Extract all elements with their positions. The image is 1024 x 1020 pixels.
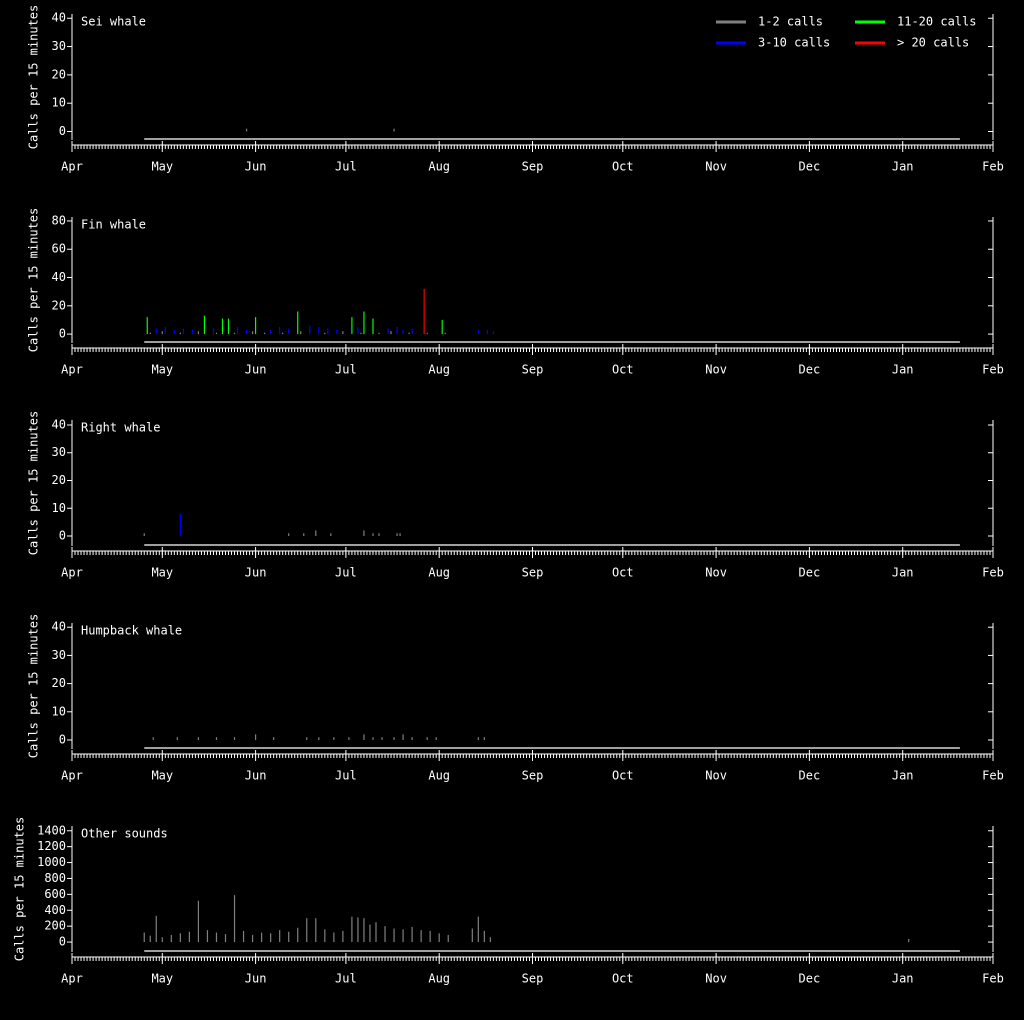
x-tick-label: Sep	[522, 363, 544, 377]
x-tick-label: Jan	[892, 363, 914, 377]
y-tick-label: 20	[52, 676, 66, 690]
x-tick-label: Nov	[705, 566, 727, 580]
panel-title: Sei whale	[81, 15, 146, 29]
y-tick-label: 10	[52, 96, 66, 110]
x-tick-label: Dec	[799, 160, 821, 174]
x-tick-label: Jul	[335, 566, 357, 580]
x-tick-label: Jun	[245, 769, 267, 783]
x-tick-label: Nov	[705, 160, 727, 174]
x-tick-label: Jun	[245, 160, 267, 174]
x-tick-label: Apr	[61, 972, 83, 986]
x-tick-label: Apr	[61, 769, 83, 783]
x-tick-label: Nov	[705, 769, 727, 783]
y-axis-label: Calls per 15 minutes	[27, 614, 41, 759]
x-tick-label: Jan	[892, 566, 914, 580]
x-tick-label: Apr	[61, 363, 83, 377]
x-tick-label: Dec	[799, 363, 821, 377]
x-tick-label: Aug	[428, 566, 450, 580]
x-tick-label: Aug	[428, 972, 450, 986]
x-tick-label: Nov	[705, 972, 727, 986]
x-tick-label: Oct	[612, 363, 634, 377]
panel-title: Right whale	[81, 421, 160, 435]
y-axis-label: Calls per 15 minutes	[27, 411, 41, 556]
x-tick-label: Sep	[522, 769, 544, 783]
x-tick-label: Dec	[799, 566, 821, 580]
x-tick-label: May	[151, 769, 173, 783]
y-tick-label: 30	[52, 39, 66, 53]
y-tick-label: 10	[52, 501, 66, 515]
x-tick-label: Feb	[982, 363, 1004, 377]
panel-title: Fin whale	[81, 218, 146, 232]
x-tick-label: Feb	[982, 160, 1004, 174]
y-tick-label: 40	[52, 11, 66, 25]
y-tick-label: 20	[52, 67, 66, 81]
x-tick-label: Dec	[799, 972, 821, 986]
x-tick-label: Jan	[892, 160, 914, 174]
x-tick-label: Jun	[245, 363, 267, 377]
x-tick-label: May	[151, 363, 173, 377]
x-tick-label: Jul	[335, 972, 357, 986]
legend-label: 1-2 calls	[758, 15, 823, 29]
y-tick-label: 30	[52, 445, 66, 459]
y-tick-label: 30	[52, 648, 66, 662]
x-tick-label: Feb	[982, 769, 1004, 783]
y-tick-label: 1400	[37, 823, 66, 837]
x-tick-label: Jun	[245, 566, 267, 580]
y-tick-label: 0	[59, 732, 66, 746]
y-tick-label: 800	[44, 871, 66, 885]
y-tick-label: 40	[52, 270, 66, 284]
panel-title: Humpback whale	[81, 624, 182, 638]
x-tick-label: Apr	[61, 160, 83, 174]
x-tick-label: Aug	[428, 769, 450, 783]
y-tick-label: 80	[52, 213, 66, 227]
y-tick-label: 0	[59, 124, 66, 138]
x-tick-label: Oct	[612, 566, 634, 580]
y-tick-label: 1200	[37, 839, 66, 853]
x-tick-label: Jun	[245, 972, 267, 986]
y-axis-label: Calls per 15 minutes	[27, 208, 41, 353]
y-tick-label: 1000	[37, 855, 66, 869]
x-tick-label: Sep	[522, 566, 544, 580]
y-tick-label: 0	[59, 327, 66, 341]
legend-label: > 20 calls	[897, 36, 969, 50]
x-tick-label: Aug	[428, 363, 450, 377]
panel-title: Other sounds	[81, 827, 168, 841]
y-tick-label: 60	[52, 242, 66, 256]
y-tick-label: 10	[52, 704, 66, 718]
x-tick-label: Jul	[335, 160, 357, 174]
x-tick-label: Oct	[612, 972, 634, 986]
x-tick-label: Feb	[982, 566, 1004, 580]
x-tick-label: Apr	[61, 566, 83, 580]
x-tick-label: Jan	[892, 769, 914, 783]
y-tick-label: 0	[59, 529, 66, 543]
y-tick-label: 40	[52, 417, 66, 431]
x-tick-label: Oct	[612, 160, 634, 174]
y-tick-label: 20	[52, 298, 66, 312]
y-tick-label: 200	[44, 919, 66, 933]
x-tick-label: Jul	[335, 769, 357, 783]
y-tick-label: 600	[44, 887, 66, 901]
x-tick-label: Feb	[982, 972, 1004, 986]
legend-label: 3-10 calls	[758, 36, 830, 50]
legend-label: 11-20 calls	[897, 15, 976, 29]
x-tick-label: May	[151, 972, 173, 986]
x-tick-label: May	[151, 566, 173, 580]
y-axis-label: Calls per 15 minutes	[27, 5, 41, 150]
x-tick-label: Aug	[428, 160, 450, 174]
x-tick-label: Sep	[522, 160, 544, 174]
x-tick-label: Jul	[335, 363, 357, 377]
x-tick-label: Nov	[705, 363, 727, 377]
y-tick-label: 400	[44, 903, 66, 917]
y-tick-label: 40	[52, 620, 66, 634]
y-tick-label: 20	[52, 473, 66, 487]
x-tick-label: Jan	[892, 972, 914, 986]
x-tick-label: Dec	[799, 769, 821, 783]
x-tick-label: Sep	[522, 972, 544, 986]
y-axis-label: Calls per 15 minutes	[13, 817, 27, 962]
x-tick-label: May	[151, 160, 173, 174]
x-tick-label: Oct	[612, 769, 634, 783]
y-tick-label: 0	[59, 935, 66, 949]
